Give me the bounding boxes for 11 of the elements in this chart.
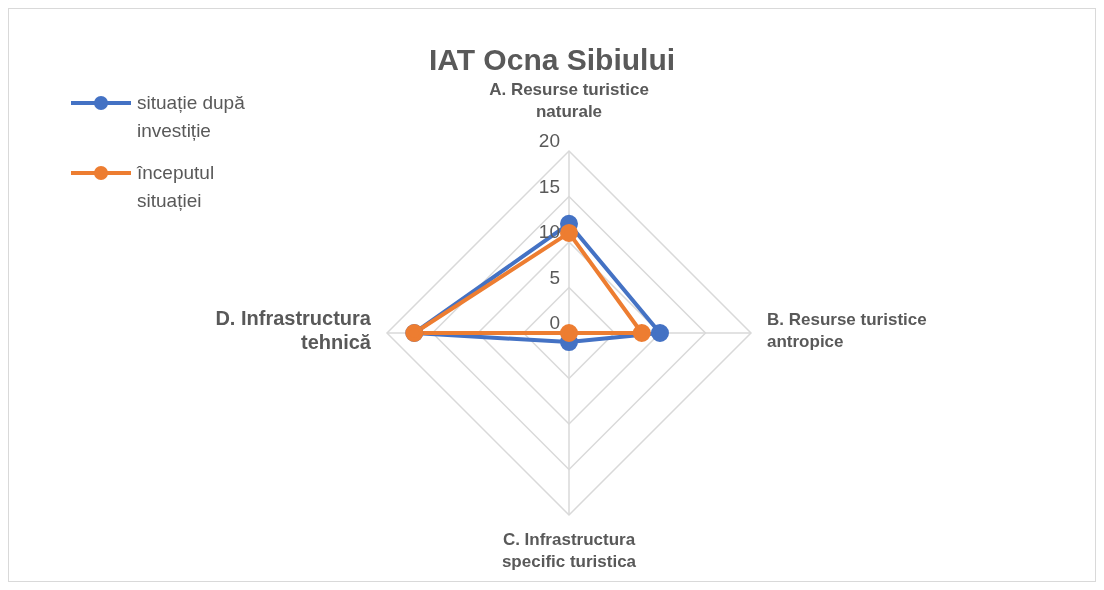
spoke-label: B. Resurse turistice antropice (767, 310, 927, 351)
legend-label: situație după investiție (137, 91, 246, 143)
spoke-label: C. Infrastructura specific turistica (501, 530, 637, 571)
spoke-label: A. Resurse turistice naturale (489, 80, 649, 121)
chart-title: IAT Ocna Sibiului (427, 43, 677, 77)
y-tick-label: 5 (549, 266, 560, 288)
y-tick-label: 0 (549, 312, 560, 333)
spoke-label: D. Infrastructura tehnică (215, 307, 372, 353)
y-tick-label: 15 (538, 175, 560, 197)
y-tick-label: 20 (538, 130, 560, 151)
legend-label: începutul situației (137, 161, 216, 213)
